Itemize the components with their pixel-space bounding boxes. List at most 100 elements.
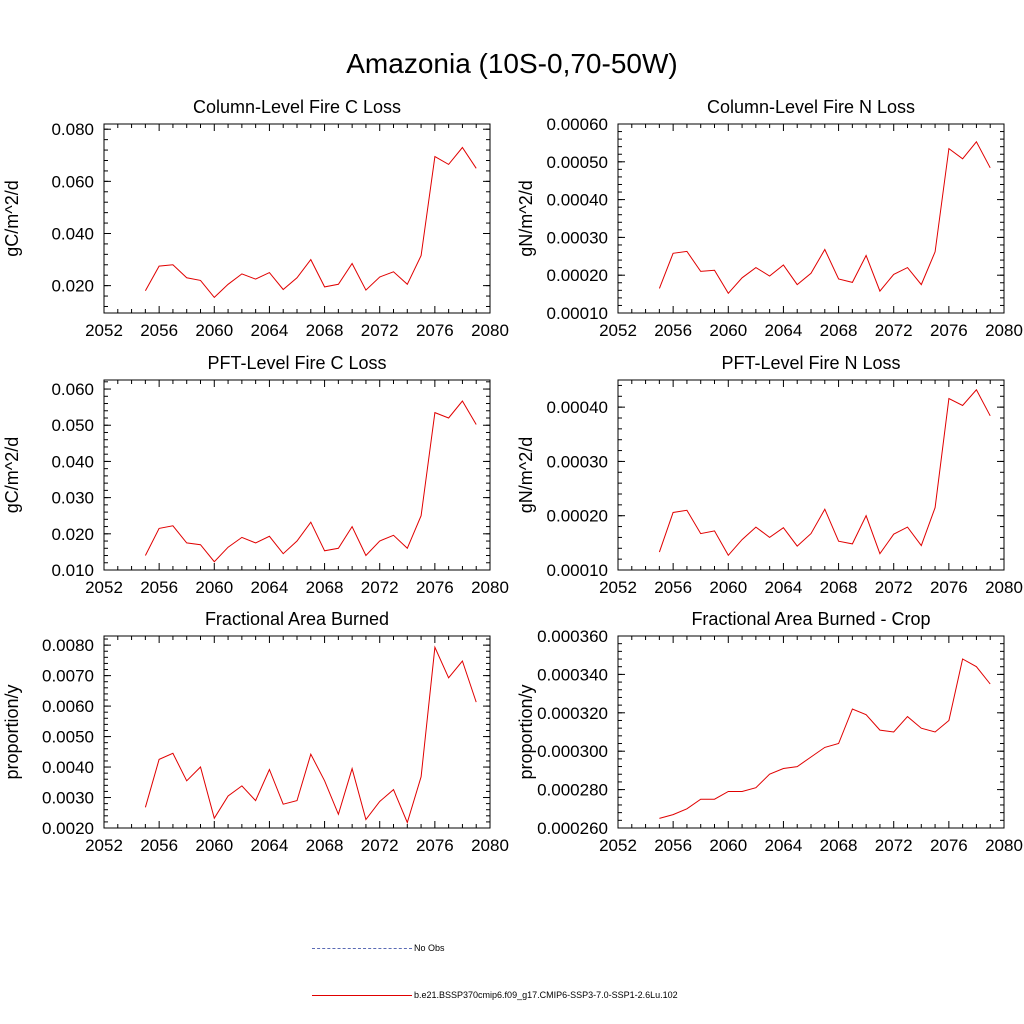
x-tick-label: 2060 [709, 578, 747, 597]
x-tick-label: 2068 [820, 578, 858, 597]
y-axis-label: gN/m^2/d [516, 180, 536, 256]
y-tick-label: 0.00010 [547, 304, 608, 323]
x-tick-label: 2064 [765, 321, 803, 340]
x-tick-label: 2080 [471, 836, 509, 855]
y-tick-label: 0.00040 [547, 191, 608, 210]
x-tick-label: 2076 [416, 578, 454, 597]
legend-item-no-obs: No Obs [312, 943, 445, 953]
chart-panel: Fractional Area Burned proportion/y 2052 20… [2, 609, 509, 855]
x-tick-label: 2064 [251, 321, 289, 340]
series-line [144, 400, 477, 563]
panel-title: Column-Level Fire C Loss [193, 97, 401, 117]
panel-title: PFT-Level Fire N Loss [721, 353, 900, 373]
y-tick-label: 0.060 [51, 380, 94, 399]
plot-frame [617, 635, 1005, 829]
y-axis-label: gC/m^2/d [2, 437, 22, 513]
x-tick-label: 2056 [654, 578, 692, 597]
chart-panel: Column-Level Fire C Loss gC/m^2/d 2052 2056… [2, 97, 509, 340]
y-tick-label: 0.0020 [42, 819, 94, 838]
legend-label-no-obs: No Obs [414, 943, 445, 953]
x-tick-label: 2064 [251, 836, 289, 855]
y-tick-label: 0.000340 [537, 665, 608, 684]
x-tick-label: 2064 [251, 578, 289, 597]
x-tick-label: 2064 [765, 578, 803, 597]
y-tick-label: 0.00030 [547, 452, 608, 471]
x-tick-label: 2052 [85, 578, 123, 597]
x-tick-label: 2072 [875, 578, 913, 597]
x-tick-label: 2080 [985, 321, 1023, 340]
y-tick-label: 0.060 [51, 172, 94, 191]
x-tick-label: 2064 [765, 836, 803, 855]
series-line [144, 645, 477, 824]
x-tick-label: 2060 [195, 578, 233, 597]
x-tick-label: 2056 [140, 321, 178, 340]
y-tick-label: 0.00060 [547, 115, 608, 134]
x-tick-label: 2060 [709, 836, 747, 855]
y-tick-label: 0.050 [51, 416, 94, 435]
series-line [659, 658, 991, 819]
y-tick-label: 0.0040 [42, 758, 94, 777]
x-tick-label: 2056 [654, 836, 692, 855]
x-tick-label: 2072 [361, 321, 399, 340]
y-axis-label: gC/m^2/d [2, 180, 22, 256]
y-tick-label: 0.00040 [547, 398, 608, 417]
chart-panel: Fractional Area Burned - Crop proportion/… [516, 609, 1023, 855]
y-tick-label: 0.0050 [42, 728, 94, 747]
x-tick-label: 2060 [195, 321, 233, 340]
x-tick-label: 2080 [471, 578, 509, 597]
x-tick-label: 2052 [85, 321, 123, 340]
series-line [658, 388, 991, 557]
y-axis-label: gN/m^2/d [516, 437, 536, 513]
legend-swatch-dashed [312, 947, 412, 949]
x-tick-label: 2056 [140, 578, 178, 597]
y-tick-label: 0.00050 [547, 153, 608, 172]
x-tick-label: 2076 [930, 321, 968, 340]
y-axis-label: proportion/y [516, 684, 536, 779]
x-tick-label: 2056 [654, 321, 692, 340]
x-tick-label: 2072 [361, 578, 399, 597]
plot-frame [617, 379, 1005, 571]
y-tick-label: 0.00030 [547, 228, 608, 247]
y-tick-label: 0.000300 [537, 742, 608, 761]
series-line [658, 140, 991, 295]
x-tick-label: 2068 [820, 321, 858, 340]
x-tick-label: 2080 [985, 836, 1023, 855]
x-tick-label: 2068 [820, 836, 858, 855]
panel-title: Column-Level Fire N Loss [707, 97, 915, 117]
y-tick-label: 0.080 [51, 120, 94, 139]
panel-title: Fractional Area Burned - Crop [691, 609, 930, 629]
y-tick-label: 0.000280 [537, 781, 608, 800]
y-tick-label: 0.000360 [537, 627, 608, 646]
x-tick-label: 2068 [306, 578, 344, 597]
legend-item-model-run: b.e21.BSSP370cmip6.f09_g17.CMIP6-SSP3-7.… [312, 990, 678, 1000]
x-tick-label: 2068 [306, 836, 344, 855]
x-tick-label: 2060 [195, 836, 233, 855]
x-tick-label: 2076 [416, 836, 454, 855]
plot-frame [103, 123, 491, 314]
x-tick-label: 2072 [875, 836, 913, 855]
plot-frame [617, 123, 1005, 314]
chart-panel: Column-Level Fire N Loss gN/m^2/d 2052 2056… [516, 97, 1023, 340]
y-tick-label: 0.0080 [42, 636, 94, 655]
x-tick-label: 2072 [875, 321, 913, 340]
x-tick-label: 2080 [985, 578, 1023, 597]
x-tick-label: 2052 [599, 578, 637, 597]
y-tick-label: 0.010 [51, 561, 94, 580]
x-tick-label: 2076 [930, 578, 968, 597]
x-tick-label: 2072 [361, 836, 399, 855]
y-tick-label: 0.0030 [42, 789, 94, 808]
panel-title: Fractional Area Burned [205, 609, 389, 629]
y-tick-label: 0.020 [51, 277, 94, 296]
x-tick-label: 2076 [930, 836, 968, 855]
y-tick-label: 0.0060 [42, 697, 94, 716]
legend-swatch-solid [312, 994, 412, 996]
y-tick-label: 0.0070 [42, 667, 94, 686]
y-axis-label: proportion/y [2, 684, 22, 779]
x-tick-label: 2080 [471, 321, 509, 340]
y-tick-label: 0.030 [51, 489, 94, 508]
x-tick-label: 2068 [306, 321, 344, 340]
y-tick-label: 0.000320 [537, 704, 608, 723]
series-line [144, 146, 477, 299]
y-tick-label: 0.00020 [547, 266, 608, 285]
